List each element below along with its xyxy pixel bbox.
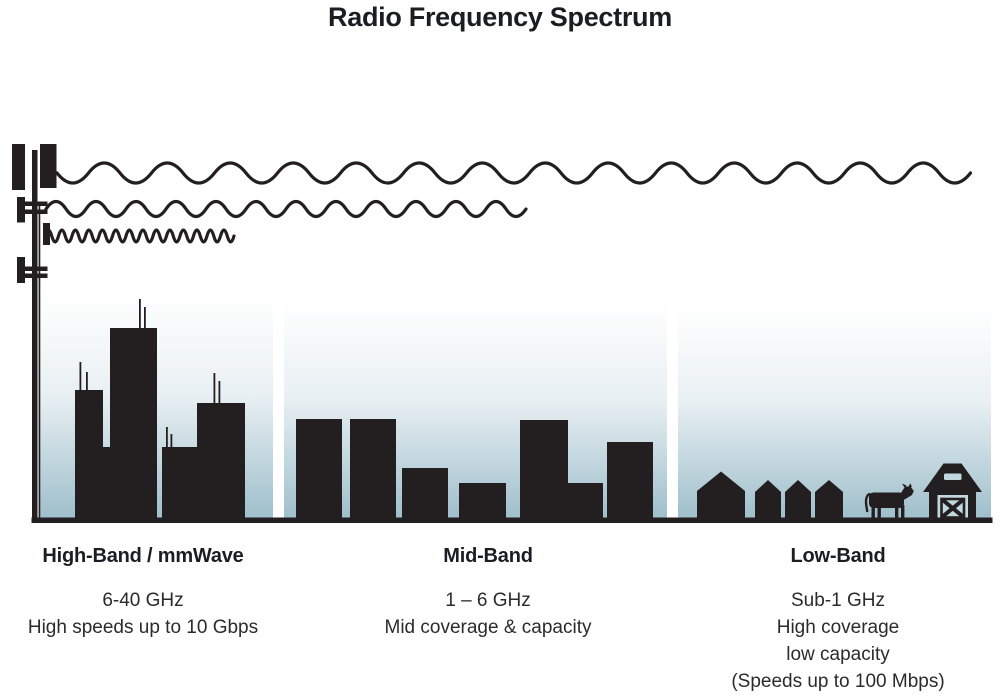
rooftop-antenna (166, 427, 168, 448)
rooftop-antenna (144, 307, 146, 329)
rooftop-antenna (170, 434, 173, 448)
cell-tower-icon (12, 144, 57, 518)
rooftop-antenna (86, 372, 88, 391)
band-detail: High speeds up to 10 Gbps (27, 617, 259, 638)
low-band-scene (697, 463, 982, 520)
skyscraper (110, 328, 157, 518)
building (520, 420, 568, 518)
high-band-skyline (75, 299, 245, 518)
low-band-label: Low-Band Sub-1 GHz High coverage low cap… (688, 545, 988, 695)
band-detail: (Speeds up to 100 Mbps) (731, 671, 945, 692)
band-detail: low capacity (786, 644, 890, 665)
skyscraper (75, 390, 103, 518)
high-band-label: High-Band / mmWave 6-40 GHz High speeds … (15, 545, 271, 641)
medium-wavelength-wave (44, 199, 528, 219)
ground-line (31, 517, 993, 523)
building (350, 419, 396, 518)
band-detail: High coverage (776, 617, 900, 638)
band-heading: High-Band / mmWave (42, 545, 244, 567)
long-wavelength-wave (55, 161, 973, 185)
band-frequency: Sub-1 GHz (791, 590, 885, 611)
building (568, 483, 603, 518)
skyscraper (162, 447, 197, 518)
skyscraper (197, 403, 245, 518)
band-heading: Mid-Band (443, 545, 533, 567)
mid-band-sky-panel (284, 300, 667, 518)
band-frequency: 6-40 GHz (102, 590, 184, 611)
house (785, 480, 811, 519)
building (607, 442, 653, 518)
barn-icon (923, 463, 982, 520)
house (815, 480, 843, 519)
rooftop-antenna (139, 299, 141, 329)
barn-loft-vent (944, 473, 962, 480)
building (459, 483, 506, 518)
band-frequency: 1 – 6 GHz (445, 590, 531, 611)
house (755, 480, 781, 519)
building (296, 419, 342, 518)
page-title: Radio Frequency Spectrum (328, 2, 672, 32)
rooftop-antenna (213, 373, 216, 404)
rooftop-antenna (79, 362, 82, 391)
rooftop-antenna (218, 381, 221, 404)
building (402, 468, 448, 518)
house (697, 471, 745, 519)
short-wavelength-wave (43, 228, 236, 244)
spectrum-illustration (12, 144, 993, 523)
band-detail: Mid coverage & capacity (384, 617, 592, 638)
cow-icon (864, 483, 914, 520)
skyscraper (103, 447, 111, 518)
band-heading: Low-Band (790, 545, 886, 567)
mid-band-skyline (296, 419, 653, 518)
mid-band-label: Mid-Band 1 – 6 GHz Mid coverage & capaci… (338, 545, 638, 641)
